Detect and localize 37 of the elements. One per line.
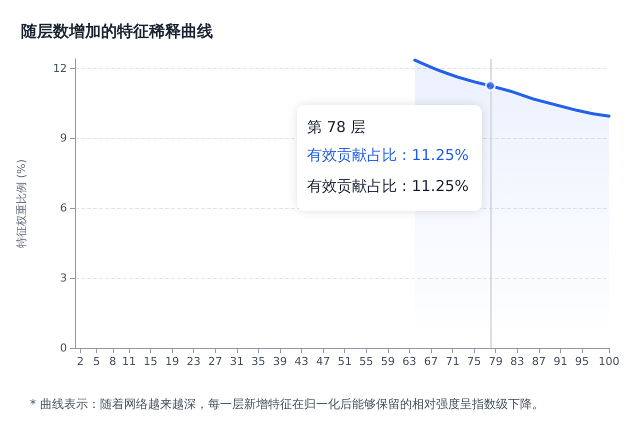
text: * 曲线表示：随着网络越来越深，每一层新增特征在归一化后能够保留的相对强度呈指数级下降。 <box>30 397 544 411</box>
annotation: 有效贡献占比 : 11.25% <box>307 177 469 195</box>
x-tick-label: 87 <box>532 355 546 368</box>
x-tick-label: 5 <box>93 355 100 368</box>
x-tick-label: 67 <box>424 355 438 368</box>
y-tick-label: 12 <box>53 62 67 75</box>
x-tick-label: 59 <box>380 355 395 368</box>
x-tick-label: 35 <box>251 355 266 368</box>
x-tick-label: 2 <box>76 355 84 368</box>
x-tick-label: 23 <box>186 355 201 368</box>
y-tick-label: 9 <box>60 132 67 145</box>
x-tick-label: 15 <box>144 355 158 368</box>
x-tick-label: 95 <box>575 355 590 368</box>
y-tick-label: 6 <box>60 202 67 215</box>
x-tick-label: 83 <box>510 355 524 368</box>
x-tick-label: 51 <box>338 355 352 368</box>
x-tick-label: 19 <box>165 355 180 368</box>
annotation: 第 78 层 <box>307 118 366 136</box>
x-tick-label: 91 <box>553 355 568 368</box>
x-tick-label: 71 <box>446 355 460 368</box>
y-axis-title: 特征权重比例 (%) <box>15 159 28 248</box>
x-tick-label: 79 <box>488 355 503 368</box>
x-tick-label: 63 <box>402 355 416 368</box>
annotation: 有效贡献占比 : 11.25% <box>307 146 469 164</box>
x-tick-label: 47 <box>316 355 330 368</box>
x-tick-label: 27 <box>208 355 222 368</box>
x-tick-label: 11 <box>122 355 136 368</box>
chart-title: 随层数增加的特征稀释曲线 <box>21 22 213 40</box>
x-tick-label: 39 <box>272 355 287 368</box>
x-tick-label: 55 <box>359 355 374 368</box>
x-tick-label: 8 <box>109 355 116 368</box>
y-tick-label: 3 <box>60 272 67 285</box>
x-tick-label: 31 <box>230 355 244 368</box>
y-tick-label: 0 <box>60 342 67 354</box>
x-tick-label: 43 <box>294 355 309 368</box>
x-tick-label: 100 <box>598 355 620 368</box>
x-tick-label: 75 <box>467 355 482 368</box>
